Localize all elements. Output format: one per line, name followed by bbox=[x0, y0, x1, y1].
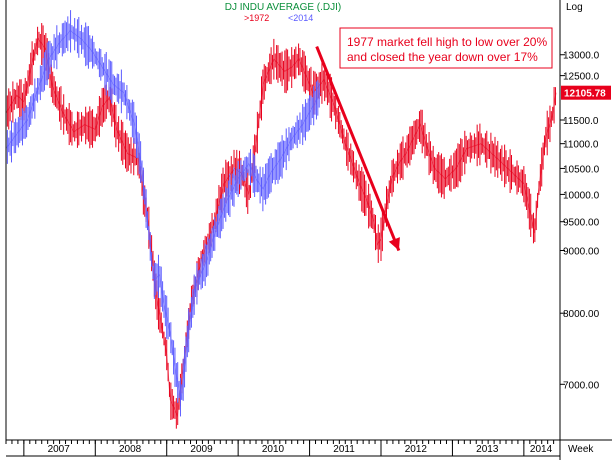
y-tick-label: 12500.0 bbox=[563, 72, 600, 83]
annotation-box bbox=[339, 27, 553, 69]
y-tick-label: 7000.00 bbox=[563, 380, 600, 391]
marker-layer: 12105.78 bbox=[561, 85, 611, 100]
annotation-layer: 1977 market fell high to low over 20% an… bbox=[315, 27, 553, 252]
annotation-line-1: 1977 market fell high to low over 20% bbox=[347, 35, 547, 49]
frame-layer bbox=[5, 0, 612, 460]
x-tick-label: 2014 bbox=[530, 444, 553, 455]
y-tick-label: 13000.0 bbox=[563, 51, 600, 62]
x-tick-label: 2012 bbox=[405, 444, 428, 455]
x-tick-label: 2013 bbox=[476, 444, 499, 455]
annotation-arrow-shaft bbox=[315, 46, 401, 252]
y-tick-label: 11000.0 bbox=[563, 140, 599, 151]
chart-title: DJ INDU AVERAGE (.DJI) bbox=[225, 2, 342, 13]
y-axis-label: Log bbox=[566, 2, 583, 13]
legend-label-2014: <2014 bbox=[288, 13, 313, 23]
x-axis-label: Week bbox=[568, 444, 594, 455]
axis-layer: Log Week 13000.0 12500.0 11500.0 11000.0 105… bbox=[23, 2, 600, 456]
x-tick-label: 2008 bbox=[119, 444, 142, 455]
x-tick-label: 2007 bbox=[48, 444, 71, 455]
y-tick-label: 10000.0 bbox=[563, 190, 600, 201]
y-tick-label: 8000.00 bbox=[563, 309, 600, 320]
y-tick-label: 10500.0 bbox=[563, 164, 600, 175]
x-tick-label: 2010 bbox=[262, 444, 285, 455]
title-layer: DJ INDU AVERAGE (.DJI) >1972 <2014 bbox=[225, 2, 342, 23]
x-tick-label: 2011 bbox=[333, 444, 355, 455]
annotation-line-2: and closed the year down over 17% bbox=[347, 50, 538, 64]
y-tick-label: 9500.00 bbox=[563, 218, 600, 229]
series-layer bbox=[5, 10, 557, 429]
x-tick-label: 2009 bbox=[190, 444, 213, 455]
last-value-label: 12105.78 bbox=[564, 89, 606, 100]
grid-layer bbox=[5, 440, 555, 444]
y-tick-label: 9000.00 bbox=[563, 247, 600, 258]
series-blue-2014 bbox=[5, 10, 321, 417]
legend-label-1972: >1972 bbox=[244, 13, 269, 23]
y-tick-label: 11500.0 bbox=[563, 116, 599, 127]
annotation-arrow-head bbox=[388, 237, 400, 251]
last-value-badge bbox=[561, 85, 611, 100]
series-red-1972 bbox=[5, 23, 557, 429]
